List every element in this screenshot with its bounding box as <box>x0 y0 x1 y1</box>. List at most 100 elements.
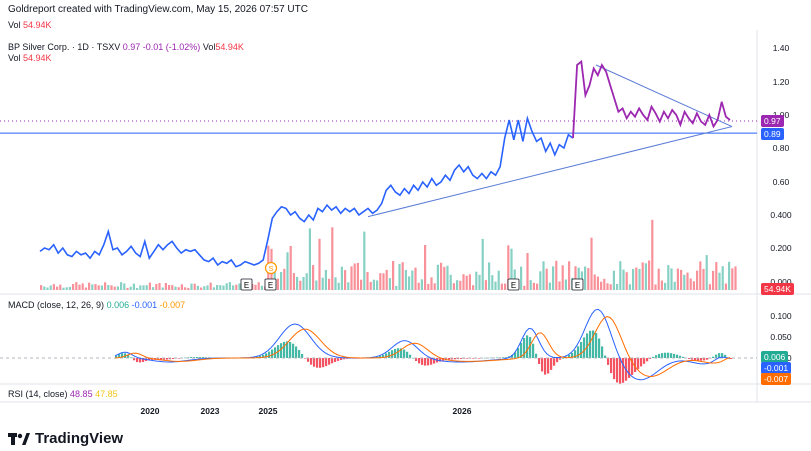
time-tick-label: 2025 <box>259 406 278 416</box>
volume-bar <box>302 277 305 290</box>
volume-bar <box>356 262 359 290</box>
volume-bar <box>558 281 561 290</box>
price-badge: 0.97 <box>761 115 784 127</box>
volume-bar <box>238 283 241 290</box>
vol-label: Vol <box>8 20 21 30</box>
earnings-marker-4[interactable]: E <box>571 278 584 291</box>
support-trendline[interactable] <box>367 126 733 218</box>
macd-hist-bar <box>466 358 469 359</box>
volume-bar <box>312 265 315 290</box>
macd-hist-bar <box>601 346 604 358</box>
rsi-legend[interactable]: RSI (14, close) 48.85 47.85 <box>8 389 118 399</box>
macd-hist-value: 0.006 <box>106 300 130 310</box>
vol-inline-value: 54.94K <box>215 42 244 52</box>
earnings-marker-1[interactable]: E <box>240 278 253 291</box>
vol2-label: Vol <box>8 53 21 63</box>
volume-bar <box>414 267 417 290</box>
volume-bar <box>561 265 564 290</box>
volume-bar <box>587 268 590 290</box>
macd-hist-bar <box>538 358 541 364</box>
volume-bar <box>667 265 670 290</box>
volume-bar <box>276 278 279 290</box>
volume-bar <box>206 285 209 290</box>
volume-bar <box>680 269 683 290</box>
volume-bar <box>328 278 331 290</box>
volume-bar <box>651 219 654 290</box>
macd-hist-bar <box>418 358 421 364</box>
volume-bar <box>552 266 555 290</box>
earnings-marker-3-label: E <box>511 281 516 290</box>
macd-hist-bar <box>400 348 403 358</box>
volume-bar <box>254 284 257 290</box>
macd-hist-bar <box>658 353 661 358</box>
volume-bar <box>100 285 103 290</box>
earnings-marker-2[interactable]: E <box>264 278 277 291</box>
vol-legend-main[interactable]: Vol 54.94K <box>8 53 52 63</box>
macd-hist-bar <box>157 358 160 360</box>
macd-hist-bar <box>721 353 724 358</box>
volume-bar <box>644 263 647 290</box>
volume-bar <box>344 270 347 290</box>
macd-hist-bar <box>673 353 676 358</box>
volume-bar <box>104 282 107 290</box>
macd-hist-bar <box>379 355 382 358</box>
volume-bar <box>568 261 571 290</box>
volume-bar <box>689 278 692 290</box>
volume-bar <box>353 263 356 290</box>
volume-bar <box>299 280 302 290</box>
volume-bar <box>660 280 663 290</box>
volume-bar <box>180 284 183 290</box>
macd-hist-bar <box>520 342 523 358</box>
volume-bar <box>161 287 164 290</box>
brand-logo[interactable]: TradingView <box>8 430 123 447</box>
volume-bar <box>91 284 94 290</box>
time-tick-label: 2023 <box>201 406 220 416</box>
volume-bar <box>641 262 644 290</box>
main-legend[interactable]: BP Silver Corp. · 1D · TSXV 0.97 -0.01 (… <box>8 42 244 52</box>
volume-bar <box>347 282 350 290</box>
earnings-marker-3[interactable]: E <box>507 278 520 291</box>
volume-bar <box>545 268 548 290</box>
macd-hist-bar <box>652 356 655 358</box>
volume-bar <box>52 284 55 290</box>
signal-badge: -0.007 <box>761 373 792 385</box>
volume-bar <box>209 282 212 290</box>
volume-bar <box>216 285 219 290</box>
macd-hist-bar <box>472 358 475 359</box>
macd-hist-bar <box>478 358 481 359</box>
volume-bar <box>187 287 190 290</box>
macd-hist-bar <box>613 358 616 380</box>
dividend-marker[interactable]: S <box>264 261 278 275</box>
volume-bar <box>603 278 606 290</box>
macd-hist-bar <box>646 358 649 362</box>
vol-legend-top[interactable]: Vol 54.94K <box>8 20 52 30</box>
volume-bar <box>334 277 337 290</box>
macd-hist-bar <box>514 352 517 358</box>
resistance-trendline[interactable] <box>595 64 733 128</box>
macd-hist-bar <box>385 353 388 358</box>
rsi-label: RSI (14, close) <box>8 389 68 399</box>
macd-hist-bar <box>337 358 340 361</box>
macd-hist-bar <box>391 350 394 358</box>
macd-hist-bar <box>310 358 313 365</box>
time-tick-label: 2020 <box>141 406 160 416</box>
volume-bar <box>635 267 638 290</box>
macd-hist-bar <box>433 358 436 364</box>
volume-bar <box>395 285 398 290</box>
macd-hist-bar <box>496 357 499 359</box>
macd-hist-bar <box>688 358 691 359</box>
macd-hist-bar <box>130 357 133 359</box>
macd-hist-bar <box>280 343 283 358</box>
volume-bar <box>446 265 449 290</box>
macd-hist-bar <box>397 348 400 358</box>
vol-value: 54.94K <box>23 20 52 30</box>
volume-bar <box>132 283 135 290</box>
macd-hist-bar <box>295 346 298 358</box>
dividend-marker-label: S <box>268 264 273 273</box>
macd-hist-bar <box>331 358 334 364</box>
volume-bar <box>315 280 318 290</box>
macd-hist-bar <box>679 355 682 358</box>
macd-legend[interactable]: MACD (close, 12, 26, 9) 0.006 -0.001 -0.… <box>8 300 185 310</box>
volume-bar <box>404 270 407 290</box>
